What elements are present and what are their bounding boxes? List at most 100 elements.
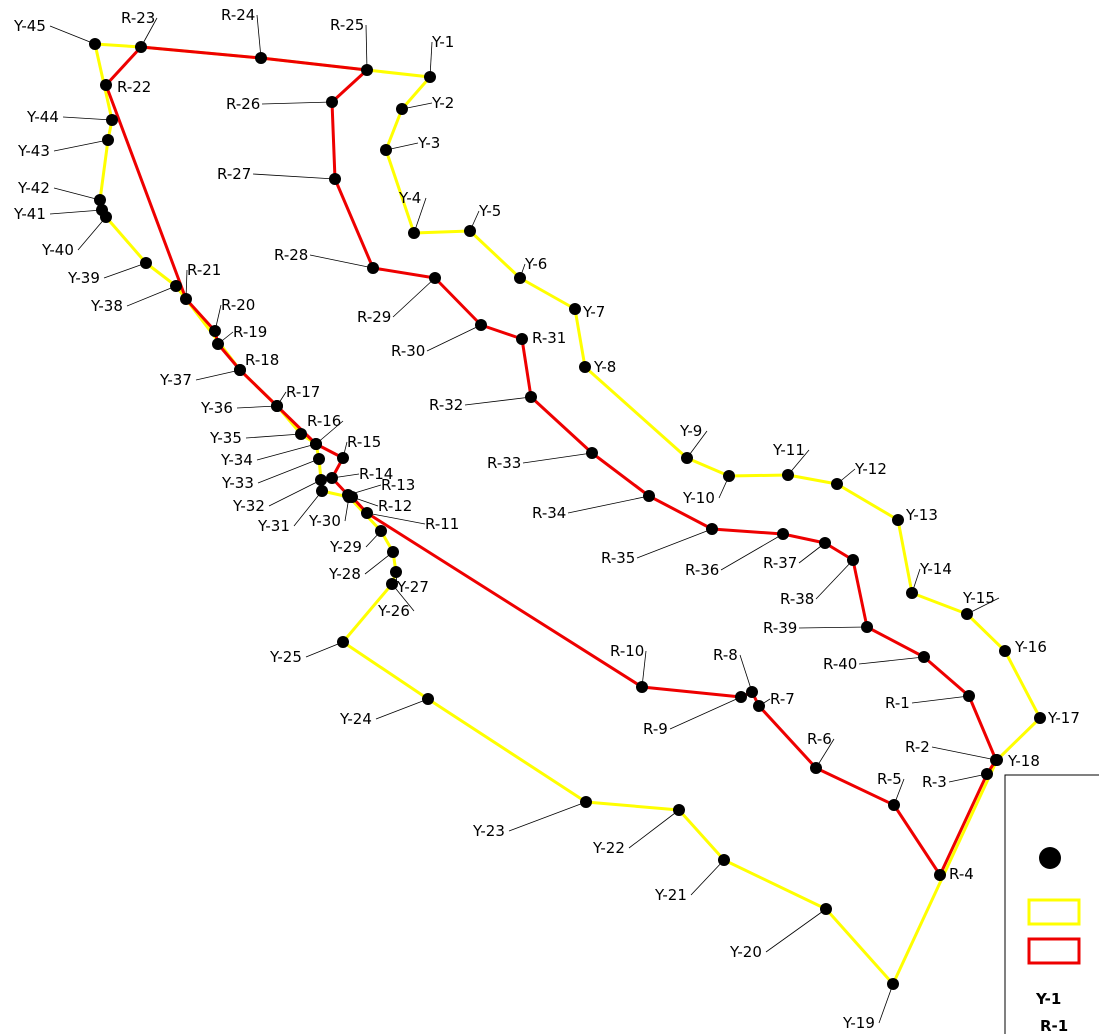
- leader-r-32: [464, 396, 532, 406]
- point-r-15[interactable]: [337, 452, 349, 464]
- point-r-37[interactable]: [819, 537, 831, 549]
- label-y-44: Y-44: [26, 108, 59, 126]
- point-r-39[interactable]: [861, 621, 873, 633]
- point-r-6[interactable]: [810, 762, 822, 774]
- point-y-43[interactable]: [102, 134, 114, 146]
- point-r-33[interactable]: [586, 447, 598, 459]
- point-y-28[interactable]: [387, 546, 399, 558]
- point-r-40[interactable]: [918, 651, 930, 663]
- point-y-33[interactable]: [313, 453, 325, 465]
- point-r-2[interactable]: [990, 754, 1002, 766]
- point-r-34[interactable]: [643, 490, 655, 502]
- point-y-4[interactable]: [408, 227, 420, 239]
- label-y-20: Y-20: [729, 943, 762, 961]
- point-y-12[interactable]: [831, 478, 843, 490]
- point-y-14[interactable]: [906, 587, 918, 599]
- yellow-route-icon: [1027, 898, 1081, 926]
- point-y-1[interactable]: [424, 71, 436, 83]
- point-y-22[interactable]: [673, 804, 685, 816]
- point-r-26[interactable]: [326, 96, 338, 108]
- point-r-16[interactable]: [310, 438, 322, 450]
- point-y-31[interactable]: [316, 485, 328, 497]
- leader-r-10: [641, 650, 647, 688]
- point-r-20[interactable]: [209, 325, 221, 337]
- point-y-6[interactable]: [514, 272, 526, 284]
- point-y-32[interactable]: [315, 474, 327, 486]
- point-r-31[interactable]: [516, 333, 528, 345]
- label-r-2: R-2: [905, 738, 930, 756]
- point-r-18[interactable]: [234, 364, 246, 376]
- point-r-21[interactable]: [180, 293, 192, 305]
- point-r-11[interactable]: [361, 507, 373, 519]
- leader-y-4: [413, 197, 427, 234]
- leader-r-28: [309, 254, 374, 269]
- point-y-44[interactable]: [106, 114, 118, 126]
- point-y-26[interactable]: [386, 578, 398, 590]
- point-y-3[interactable]: [380, 144, 392, 156]
- leader-y-25: [305, 641, 344, 658]
- point-y-5[interactable]: [464, 225, 476, 237]
- point-y-41[interactable]: [96, 204, 108, 216]
- point-y-25[interactable]: [337, 636, 349, 648]
- point-r-19[interactable]: [212, 338, 224, 350]
- leader-r-3: [948, 773, 988, 783]
- leader-r-25: [365, 24, 368, 71]
- point-r-36[interactable]: [777, 528, 789, 540]
- point-r-28[interactable]: [367, 262, 379, 274]
- label-r-31: R-31: [532, 329, 566, 347]
- leader-y-24: [375, 698, 429, 720]
- label-y-24: Y-24: [339, 710, 372, 728]
- point-r-27[interactable]: [329, 173, 341, 185]
- point-r-24[interactable]: [255, 52, 267, 64]
- label-r-14: R-14: [359, 465, 393, 483]
- point-y-29[interactable]: [375, 525, 387, 537]
- point-r-22[interactable]: [100, 79, 112, 91]
- point-r-30[interactable]: [475, 319, 487, 331]
- label-y-8: Y-8: [593, 358, 616, 376]
- point-r-17[interactable]: [271, 400, 283, 412]
- point-y-9[interactable]: [681, 452, 693, 464]
- point-y-24[interactable]: [422, 693, 434, 705]
- point-y-10[interactable]: [723, 470, 735, 482]
- point-r-38[interactable]: [847, 554, 859, 566]
- point-y-7[interactable]: [569, 303, 581, 315]
- point-r-7[interactable]: [753, 700, 765, 712]
- point-y-8[interactable]: [579, 361, 591, 373]
- point-r-4[interactable]: [934, 869, 946, 881]
- point-y-23[interactable]: [580, 796, 592, 808]
- point-r-23[interactable]: [135, 41, 147, 53]
- point-y-42[interactable]: [94, 194, 106, 206]
- leader-y-36: [236, 405, 278, 409]
- label-y-29: Y-29: [329, 538, 362, 556]
- point-r-14[interactable]: [326, 472, 338, 484]
- point-y-19[interactable]: [887, 978, 899, 990]
- point-y-13[interactable]: [892, 514, 904, 526]
- point-r-25[interactable]: [361, 64, 373, 76]
- point-y-35[interactable]: [295, 428, 307, 440]
- point-r-1[interactable]: [963, 690, 975, 702]
- point-y-39[interactable]: [140, 257, 152, 269]
- point-y-11[interactable]: [782, 469, 794, 481]
- point-r-9[interactable]: [735, 691, 747, 703]
- point-r-10[interactable]: [636, 681, 648, 693]
- point-r-13[interactable]: [342, 489, 354, 501]
- point-r-29[interactable]: [429, 272, 441, 284]
- point-y-45[interactable]: [89, 38, 101, 50]
- point-y-17[interactable]: [1034, 712, 1046, 724]
- point-r-3[interactable]: [981, 768, 993, 780]
- point-r-32[interactable]: [525, 391, 537, 403]
- point-r-8[interactable]: [746, 686, 758, 698]
- point-y-15[interactable]: [961, 608, 973, 620]
- point-r-35[interactable]: [706, 523, 718, 535]
- label-y-23: Y-23: [472, 822, 505, 840]
- point-y-38[interactable]: [170, 280, 182, 292]
- leader-y-22: [628, 809, 680, 849]
- point-y-21[interactable]: [718, 854, 730, 866]
- point-y-20[interactable]: [820, 903, 832, 915]
- label-y-11: Y-11: [772, 441, 805, 459]
- point-y-16[interactable]: [999, 645, 1011, 657]
- point-y-2[interactable]: [396, 103, 408, 115]
- label-r-10: R-10: [610, 642, 644, 660]
- point-y-27[interactable]: [390, 566, 402, 578]
- point-r-5[interactable]: [888, 799, 900, 811]
